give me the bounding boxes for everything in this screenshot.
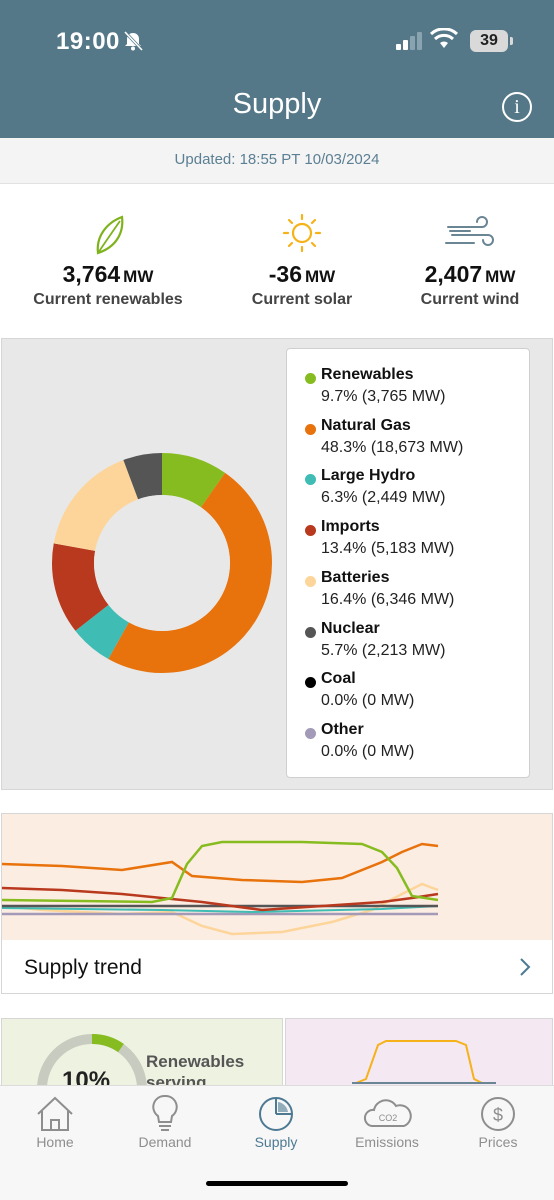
supply-trend-chart: [2, 814, 552, 940]
updated-timestamp: Updated: 18:55 PT 10/03/2024: [0, 138, 554, 184]
wifi-icon: [430, 28, 458, 48]
legend-name: Nuclear: [321, 619, 380, 637]
legend-swatch: [305, 575, 316, 587]
tab-label: Demand: [138, 1134, 192, 1150]
tab-label: Prices: [478, 1134, 518, 1150]
svg-text:$: $: [493, 1105, 503, 1125]
stat-value: -36 MW: [268, 261, 336, 287]
legend-name: Renewables: [321, 366, 414, 383]
legend-swatch: [305, 677, 316, 689]
bell-muted-icon: [123, 30, 144, 52]
legend-name: Batteries: [321, 568, 390, 586]
cellular-signal-icon: [396, 32, 422, 50]
renewables-progress-ring: [37, 1033, 147, 1089]
donut-slice-renewables[interactable]: [162, 453, 226, 508]
renewables-percent: 10%: [62, 1067, 111, 1090]
legend-name: Large Hydro: [321, 467, 416, 485]
renewables-serving-card[interactable]: 10% Renewables serving: [1, 1018, 283, 1090]
legend-value: 6.3% (2,449 MW): [321, 489, 446, 507]
legend-swatch: [305, 525, 316, 537]
legend-value: 13.4% (5,183 MW): [321, 540, 455, 558]
co2-cloud-icon: CO2: [363, 1099, 412, 1127]
supply-trend-label: Supply trend: [24, 956, 142, 979]
stat-value: 2,407 MW: [424, 261, 516, 287]
leaf-icon: [96, 215, 124, 255]
stat-label: Current wind: [420, 291, 520, 308]
current-stats: 3,764 MW Current renewables -36 MW Current…: [0, 185, 554, 336]
legend-value: 0.0% (0 MW): [321, 742, 415, 760]
legend-swatch: [305, 727, 316, 739]
legend-swatch: [305, 423, 316, 435]
tab-emissions[interactable]: CO2 Emissions: [332, 1086, 442, 1166]
tab-home[interactable]: Home: [0, 1086, 110, 1166]
battery-nub: [510, 37, 513, 45]
home-icon: [37, 1096, 73, 1131]
prices-mini-chart: [352, 1040, 496, 1084]
legend-value: 0.0% (0 MW): [321, 692, 415, 710]
sun-icon: [282, 213, 322, 253]
legend-swatch: [305, 626, 316, 638]
tab-label: Home: [36, 1134, 74, 1150]
app-header: 19:00 39 Supply i: [0, 0, 554, 138]
legend-value: 9.7% (3,765 MW): [321, 388, 446, 405]
legend-name: Coal: [321, 670, 356, 688]
legend-value: 16.4% (6,346 MW): [321, 590, 455, 608]
tab-supply[interactable]: Supply: [221, 1086, 331, 1166]
supply-trend-card[interactable]: Supply trend: [1, 813, 553, 994]
legend-value: 5.7% (2,213 MW): [321, 641, 446, 659]
tab-bar: Home Demand Supply CO2 Emissions $ Price…: [0, 1085, 554, 1200]
battery-indicator: 39: [470, 30, 508, 52]
pie-chart-icon: [259, 1097, 293, 1131]
legend-value: 48.3% (18,673 MW): [321, 438, 464, 456]
stat-value: 3,764 MW: [62, 261, 154, 287]
donut-hole: [94, 495, 230, 631]
legend-name: Natural Gas: [321, 416, 411, 434]
supply-donut-chart[interactable]: [50, 451, 274, 675]
tab-demand[interactable]: Demand: [110, 1086, 220, 1166]
supply-mix-panel: Renewables 9.7% (3,765 MW) Natural Gas 48.3…: [1, 338, 553, 790]
donut-slice-nuclear[interactable]: [123, 453, 162, 500]
home-indicator: [206, 1181, 348, 1186]
legend-swatch: [305, 373, 316, 384]
legend-name: Other: [321, 720, 364, 738]
wind-icon: [445, 216, 494, 246]
donut-slice-natural-gas[interactable]: [108, 472, 272, 673]
tab-label: Supply: [254, 1134, 298, 1150]
page-title: Supply: [232, 88, 322, 120]
donut-slice-batteries[interactable]: [53, 460, 139, 551]
supply-legend: Renewables 9.7% (3,765 MW) Natural Gas 48.3…: [286, 348, 530, 778]
chevron-right-icon[interactable]: [518, 956, 532, 978]
donut-slice-imports[interactable]: [51, 543, 109, 631]
donut-slice-large-hydro[interactable]: [75, 604, 129, 660]
info-circle-icon[interactable]: i: [502, 92, 532, 122]
tab-prices[interactable]: $ Prices: [443, 1086, 553, 1166]
legend-swatch: [305, 474, 316, 486]
lightbulb-icon: [152, 1094, 178, 1131]
status-time: 19:00: [56, 28, 120, 55]
svg-text:CO2: CO2: [379, 1113, 398, 1123]
prices-card[interactable]: [285, 1018, 553, 1090]
tab-label: Emissions: [355, 1134, 419, 1150]
dollar-icon: $: [481, 1097, 515, 1131]
stat-label: Current renewables: [33, 291, 183, 308]
stat-label: Current solar: [251, 291, 353, 308]
legend-name: Imports: [321, 518, 380, 536]
